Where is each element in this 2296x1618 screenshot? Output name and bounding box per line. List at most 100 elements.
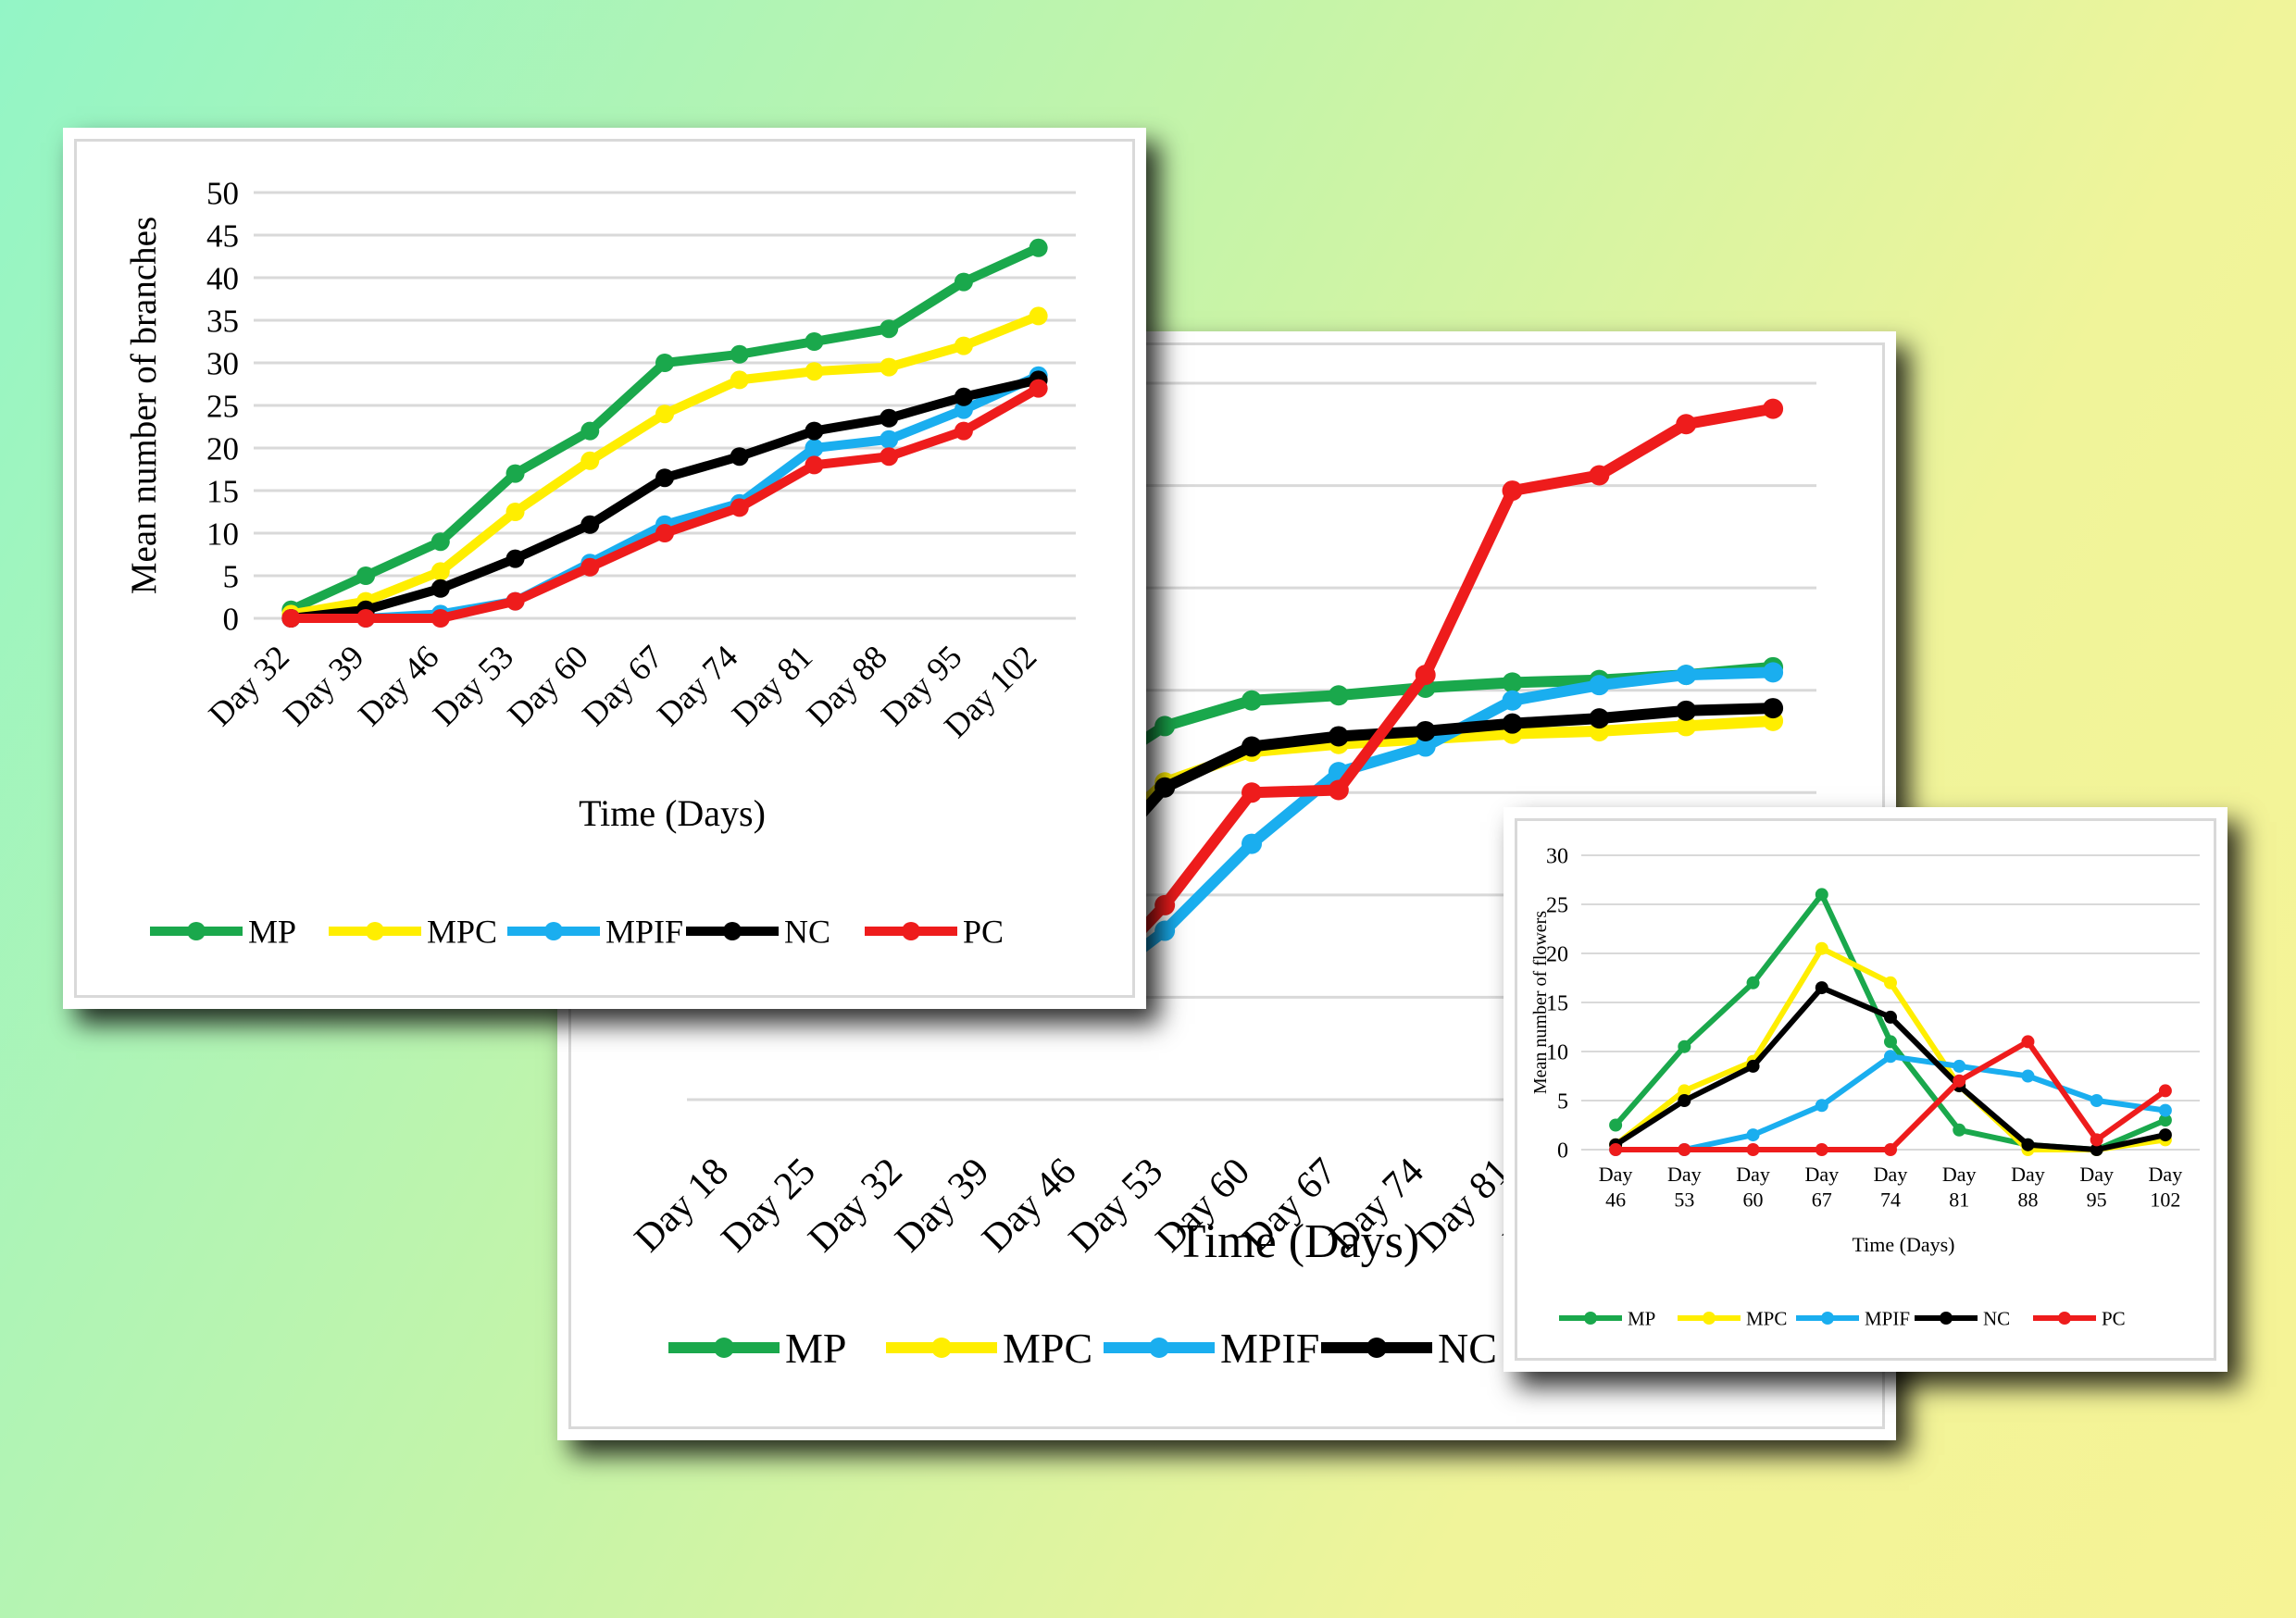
- series-mpif: [1609, 1050, 2172, 1156]
- data-point-pc: [1763, 398, 1784, 419]
- x-tick-label-line: Day: [1736, 1163, 1770, 1186]
- y-tick-label: 10: [206, 516, 239, 552]
- data-point-mpc: [1884, 976, 1897, 989]
- y-tick-label: 30: [1546, 844, 1568, 868]
- data-point-mpif: [805, 439, 824, 457]
- data-point-mpc: [1676, 716, 1697, 737]
- legend-label: MP: [248, 914, 296, 951]
- y-axis-title: Mean number of flowers: [1530, 911, 1551, 1094]
- x-tick-label-line: 67: [1812, 1189, 1832, 1212]
- data-point-nc: [730, 447, 749, 467]
- x-tick-label-line: Day: [2011, 1163, 2045, 1186]
- x-tick-label-line: Day: [2149, 1163, 2183, 1186]
- data-point-mpc: [580, 451, 600, 470]
- y-tick-label: 50: [206, 175, 239, 211]
- data-point-pc: [1746, 1143, 1760, 1156]
- y-tick-label: 10: [1546, 1040, 1568, 1064]
- legend-label: NC: [1983, 1307, 2010, 1329]
- legend-swatch-marker: [714, 1338, 734, 1358]
- data-point-mp: [805, 332, 824, 351]
- legend-swatch-marker: [1149, 1338, 1169, 1358]
- data-point-mpc: [954, 336, 973, 355]
- data-point-pc: [730, 498, 749, 517]
- x-tick-label: Day 60: [1736, 1163, 1770, 1212]
- x-tick-label-line: 74: [1880, 1189, 1901, 1212]
- legend-swatch-marker: [1940, 1312, 1953, 1325]
- x-axis-title: Time (Days): [1852, 1233, 1954, 1256]
- data-point-mpc: [430, 562, 450, 581]
- x-tick-label-line: 88: [2017, 1189, 2038, 1212]
- data-point-nc: [1678, 1094, 1691, 1107]
- data-point-pc: [1589, 465, 1610, 486]
- legend-item-mp: MP: [1559, 1307, 1655, 1329]
- x-tick-label: Day 53: [1667, 1163, 1702, 1212]
- legend-label: MPIF: [1220, 1325, 1319, 1372]
- x-tick-label: Day 46: [974, 1151, 1084, 1261]
- x-tick-label: Day 81: [1942, 1163, 1977, 1212]
- data-point-nc: [430, 579, 450, 598]
- data-point-nc: [1676, 700, 1697, 721]
- data-point-mpif: [1242, 833, 1262, 854]
- legend-swatch-marker: [931, 1338, 952, 1358]
- x-tick-label-line: Day: [1874, 1163, 1908, 1186]
- x-tick-label: Day 102: [2149, 1163, 2183, 1212]
- y-tick-label: 40: [206, 260, 239, 296]
- data-point-mpif: [1502, 690, 1523, 711]
- branches-chart-panel: 0 5 10 15 20 25 30 35 40 45 50 Day 32 Day 39 Day 46 Da…: [63, 128, 1146, 1009]
- x-axis-title: Time (Days): [1177, 1215, 1419, 1268]
- data-point-mpif: [1884, 1050, 1897, 1064]
- series-pc: [1067, 398, 1784, 1008]
- y-axis-title: Mean number of branches: [124, 217, 164, 594]
- legend-item-mpif: MPIF: [1796, 1307, 1910, 1329]
- data-point-mpif: [2158, 1103, 2172, 1117]
- data-point-nc: [1746, 1059, 1760, 1073]
- data-point-mp: [580, 421, 600, 441]
- x-tick-label-line: 60: [1743, 1189, 1764, 1212]
- legend-item-mpif: MPIF: [1104, 1325, 1319, 1372]
- legend-label: MPC: [1003, 1325, 1092, 1372]
- x-tick-label: Day 88: [2011, 1163, 2045, 1212]
- y-tick-label: 25: [206, 388, 239, 424]
- data-point-mpc: [1815, 941, 1828, 955]
- data-point-mpif: [1763, 662, 1784, 683]
- legend-item-mpc: MPC: [329, 914, 497, 951]
- data-point-pc: [954, 421, 973, 441]
- chart-frame: [1515, 818, 2216, 1361]
- x-tick-label: Day 74: [650, 638, 745, 733]
- data-point-mpc: [1678, 1084, 1691, 1098]
- data-point-mp: [356, 566, 376, 585]
- data-point-pc: [1953, 1074, 1966, 1088]
- legend-swatch-marker: [1821, 1312, 1834, 1325]
- data-point-pc: [2021, 1035, 2035, 1049]
- x-tick-label: Day 39: [276, 638, 371, 733]
- x-tick-label-line: 95: [2087, 1189, 2107, 1212]
- data-point-nc: [1328, 726, 1349, 747]
- y-tick-label: 30: [206, 345, 239, 381]
- y-tick-label: 15: [206, 473, 239, 509]
- data-point-mpif: [880, 429, 899, 449]
- data-point-nc: [580, 515, 600, 534]
- data-point-pc: [430, 609, 450, 628]
- data-point-nc: [1589, 708, 1610, 729]
- x-tick-label-line: Day: [1599, 1163, 1633, 1186]
- legend-item-mpif: MPIF: [507, 914, 683, 951]
- x-axis-title: Time (Days): [579, 792, 766, 834]
- legend-label: NC: [1438, 1325, 1497, 1372]
- x-tick-label: Day 39: [887, 1151, 997, 1261]
- data-point-mp: [505, 464, 525, 483]
- data-point-mp: [1746, 976, 1760, 989]
- data-point-pc: [1815, 1143, 1828, 1156]
- x-tick-label: Day 74: [1874, 1163, 1908, 1212]
- data-point-nc: [1154, 777, 1176, 798]
- legend-item-mpc: MPC: [1678, 1307, 1787, 1329]
- y-tick-label: 5: [223, 558, 240, 594]
- data-point-pc: [805, 455, 824, 475]
- data-point-nc: [1415, 720, 1436, 741]
- data-point-mpc: [505, 503, 525, 521]
- data-point-pc: [505, 591, 525, 611]
- x-tick-label-line: 102: [2150, 1189, 2180, 1212]
- y-tick-label: 20: [206, 430, 239, 467]
- y-tick-label: 15: [1546, 991, 1568, 1015]
